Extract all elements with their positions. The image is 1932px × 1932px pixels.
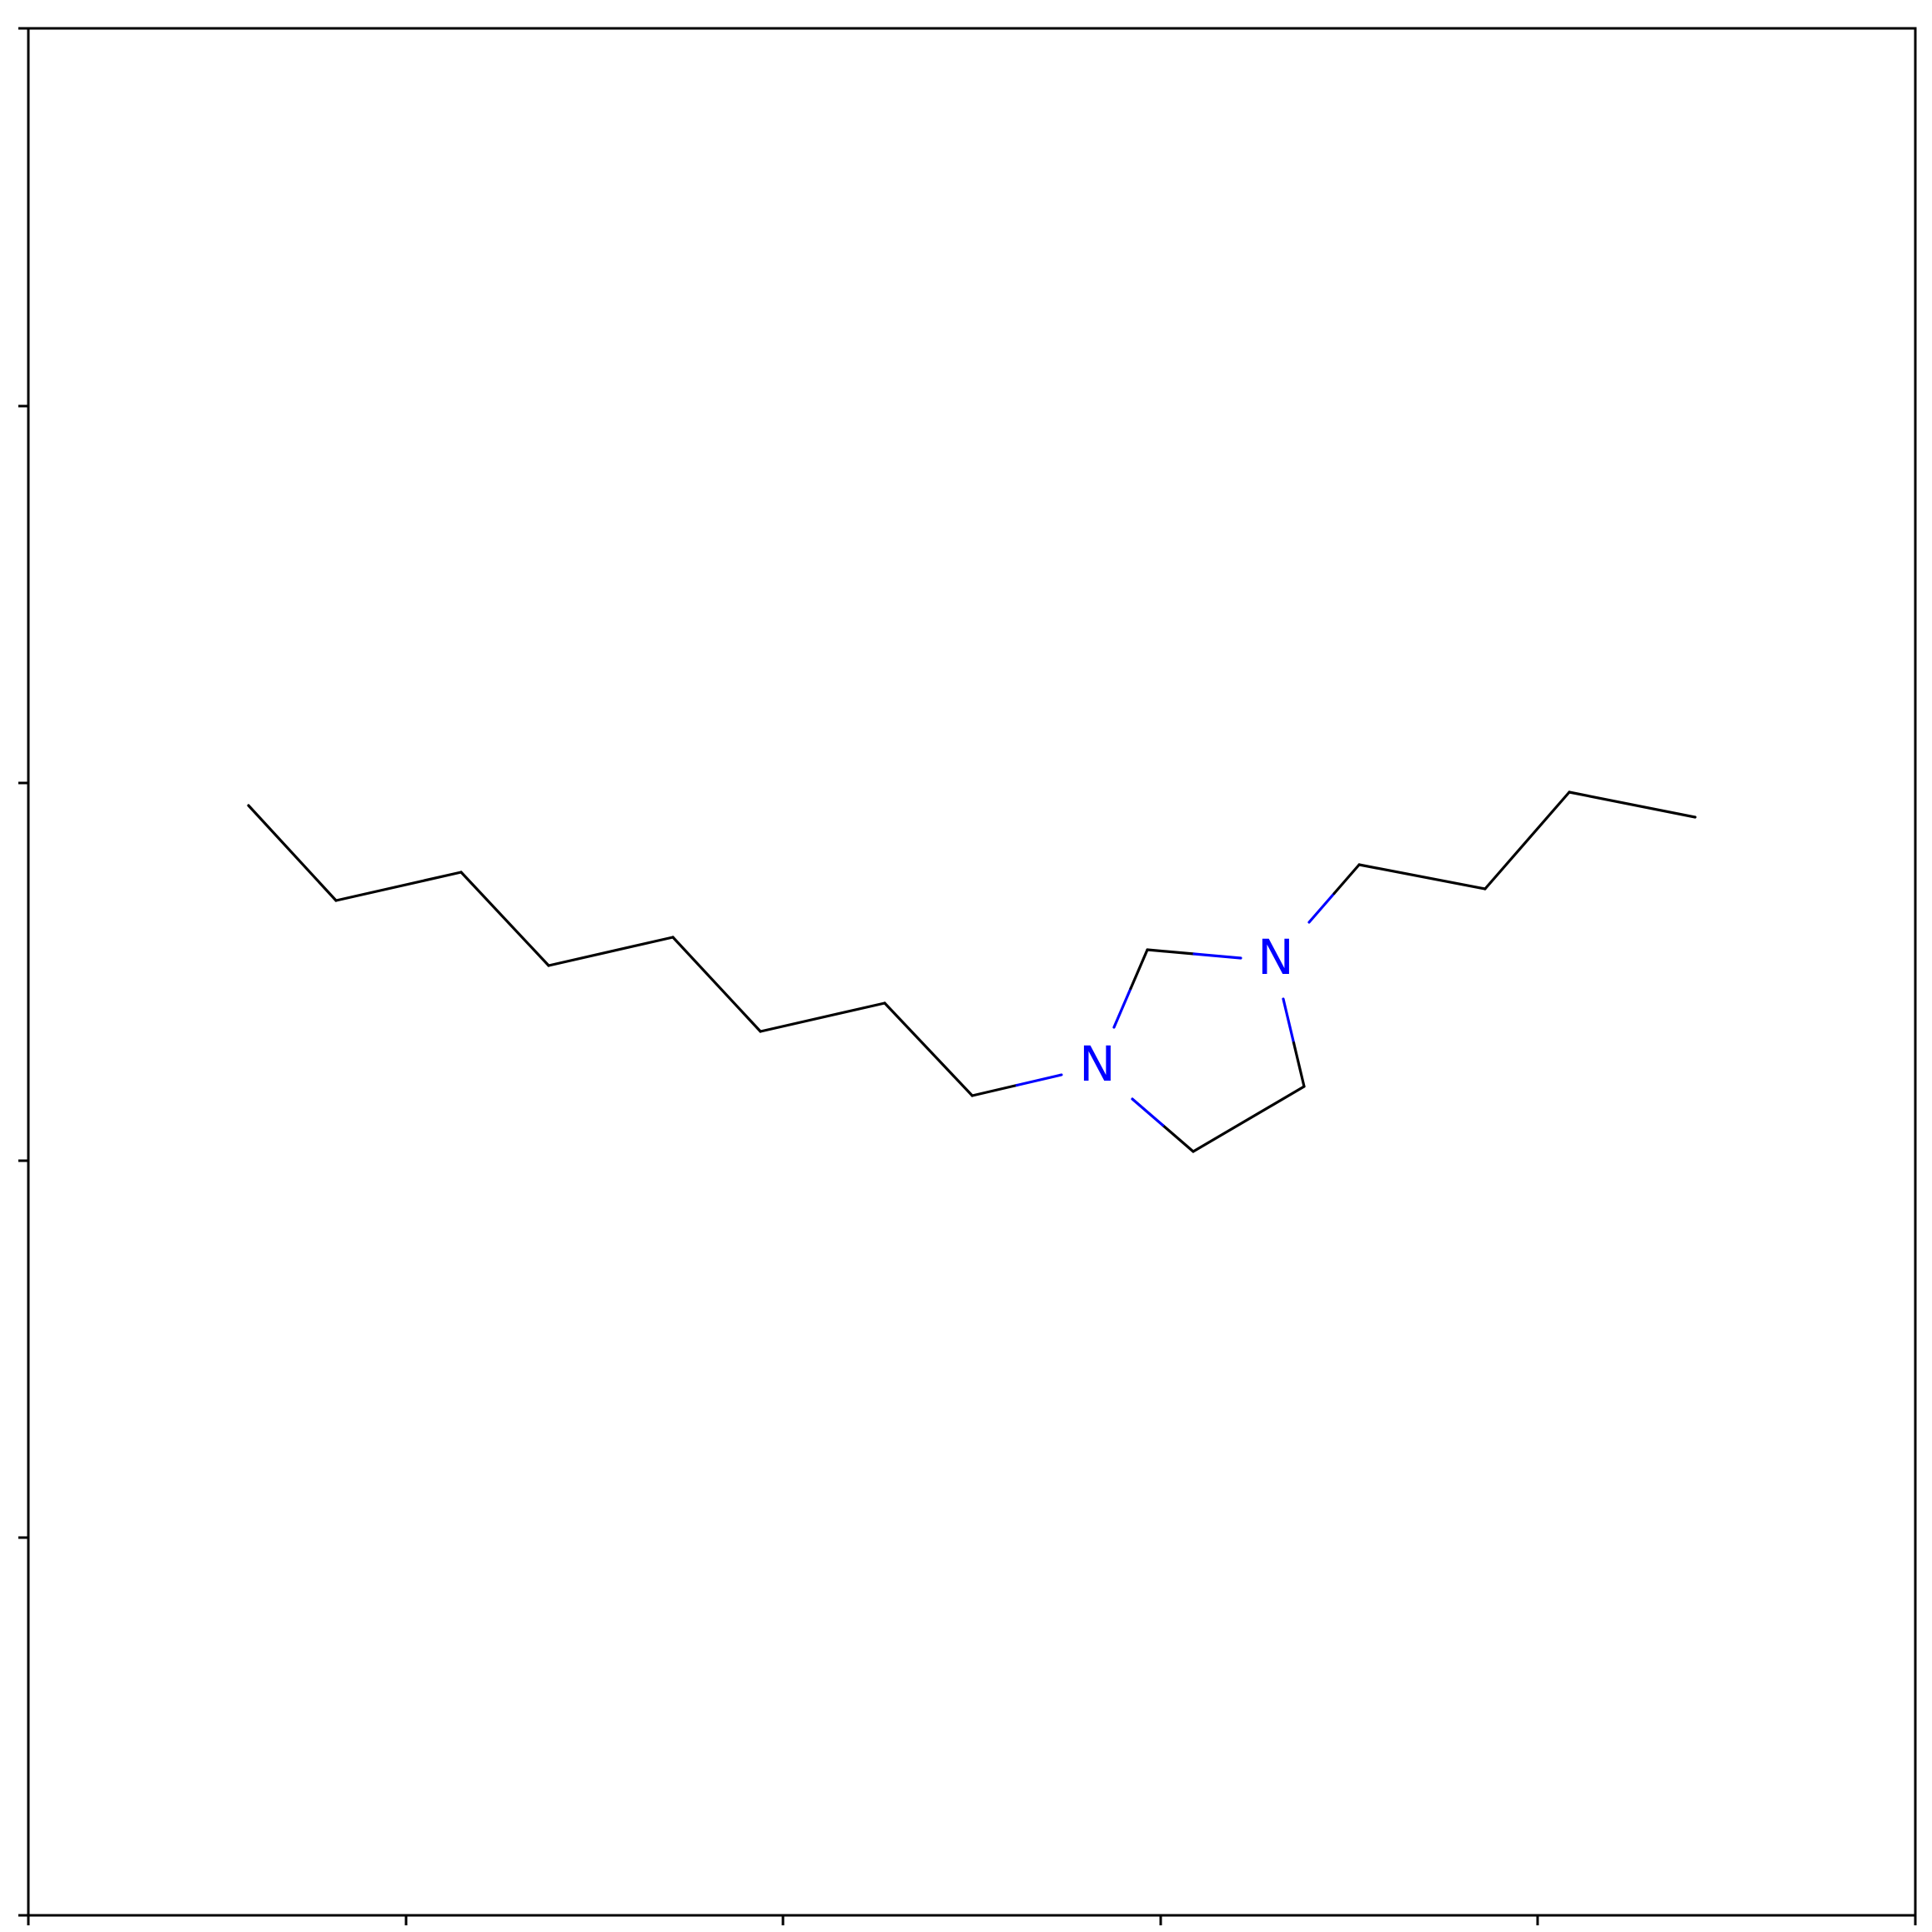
bond-ring-c5-n1 — [1307, 863, 1361, 924]
bond-hexyl-8-n-half — [1015, 1073, 1063, 1087]
bond-hexyl-6 — [759, 1001, 886, 1033]
bond-hexyl-2 — [334, 871, 463, 902]
atom-label-n3: N — [1257, 929, 1293, 986]
bond-hexyl-3-line — [459, 871, 550, 967]
bond-butyl-1-line — [1483, 790, 1571, 891]
bond-ring-n1-c2 — [1146, 948, 1242, 960]
bond-butyl-1 — [1483, 790, 1571, 891]
bond-ring-c5-n1-c-half — [1332, 863, 1361, 896]
bond-ring-c2-n3-c-half — [1292, 1041, 1306, 1088]
atom-label-n1: N — [1079, 1036, 1115, 1092]
molecule-bonds — [247, 790, 1697, 1153]
bond-hexyl-2-line — [334, 871, 463, 902]
bond-hexyl-4 — [547, 936, 675, 967]
molecule-atoms: N N — [1079, 929, 1293, 1092]
axis-ticks — [18, 27, 1917, 1925]
bond-hexyl-7 — [883, 1001, 974, 1097]
bond-ring-n1-c2-n-half — [1192, 952, 1242, 960]
bond-ring-c2-n3-n-half — [1282, 997, 1296, 1045]
bond-ring-c4-c5-c-half — [1161, 1123, 1195, 1153]
bond-hexyl-n1-n-half — [1112, 986, 1132, 1029]
bond-ring-c4-c5 — [1131, 1097, 1195, 1153]
bond-hexyl-8 — [971, 1073, 1063, 1097]
bond-hexyl-1-line — [247, 804, 338, 902]
bond-butyl-n3 — [1357, 863, 1487, 891]
bond-ring-n3-c4 — [1192, 1085, 1306, 1153]
bond-butyl-2 — [1568, 790, 1697, 819]
bond-hexyl-8-c-half — [971, 1083, 1019, 1097]
bond-hexyl-3 — [459, 871, 550, 967]
bond-ring-c5-n1-n-half — [1307, 891, 1336, 924]
bond-hexyl-4-line — [547, 936, 675, 967]
bond-butyl-2-line — [1568, 790, 1697, 819]
bond-hexyl-5-line — [671, 936, 762, 1033]
bond-hexyl-5 — [671, 936, 762, 1033]
bond-ring-n1-c2-c-half — [1146, 948, 1196, 956]
bond-ring-c2-n3 — [1282, 997, 1306, 1088]
bond-hexyl-1 — [247, 804, 338, 902]
bond-ring-n3-c4-line — [1192, 1085, 1306, 1153]
bond-ring-c4-c5-n-half — [1131, 1097, 1165, 1127]
bond-hexyl-6-line — [759, 1001, 886, 1033]
plot-frame — [27, 27, 1917, 1917]
bond-butyl-n3-line — [1357, 863, 1487, 891]
bond-hexyl-n1 — [1112, 948, 1149, 1029]
bond-hexyl-7-line — [883, 1001, 974, 1097]
bond-hexyl-n1-c-half — [1129, 948, 1149, 991]
